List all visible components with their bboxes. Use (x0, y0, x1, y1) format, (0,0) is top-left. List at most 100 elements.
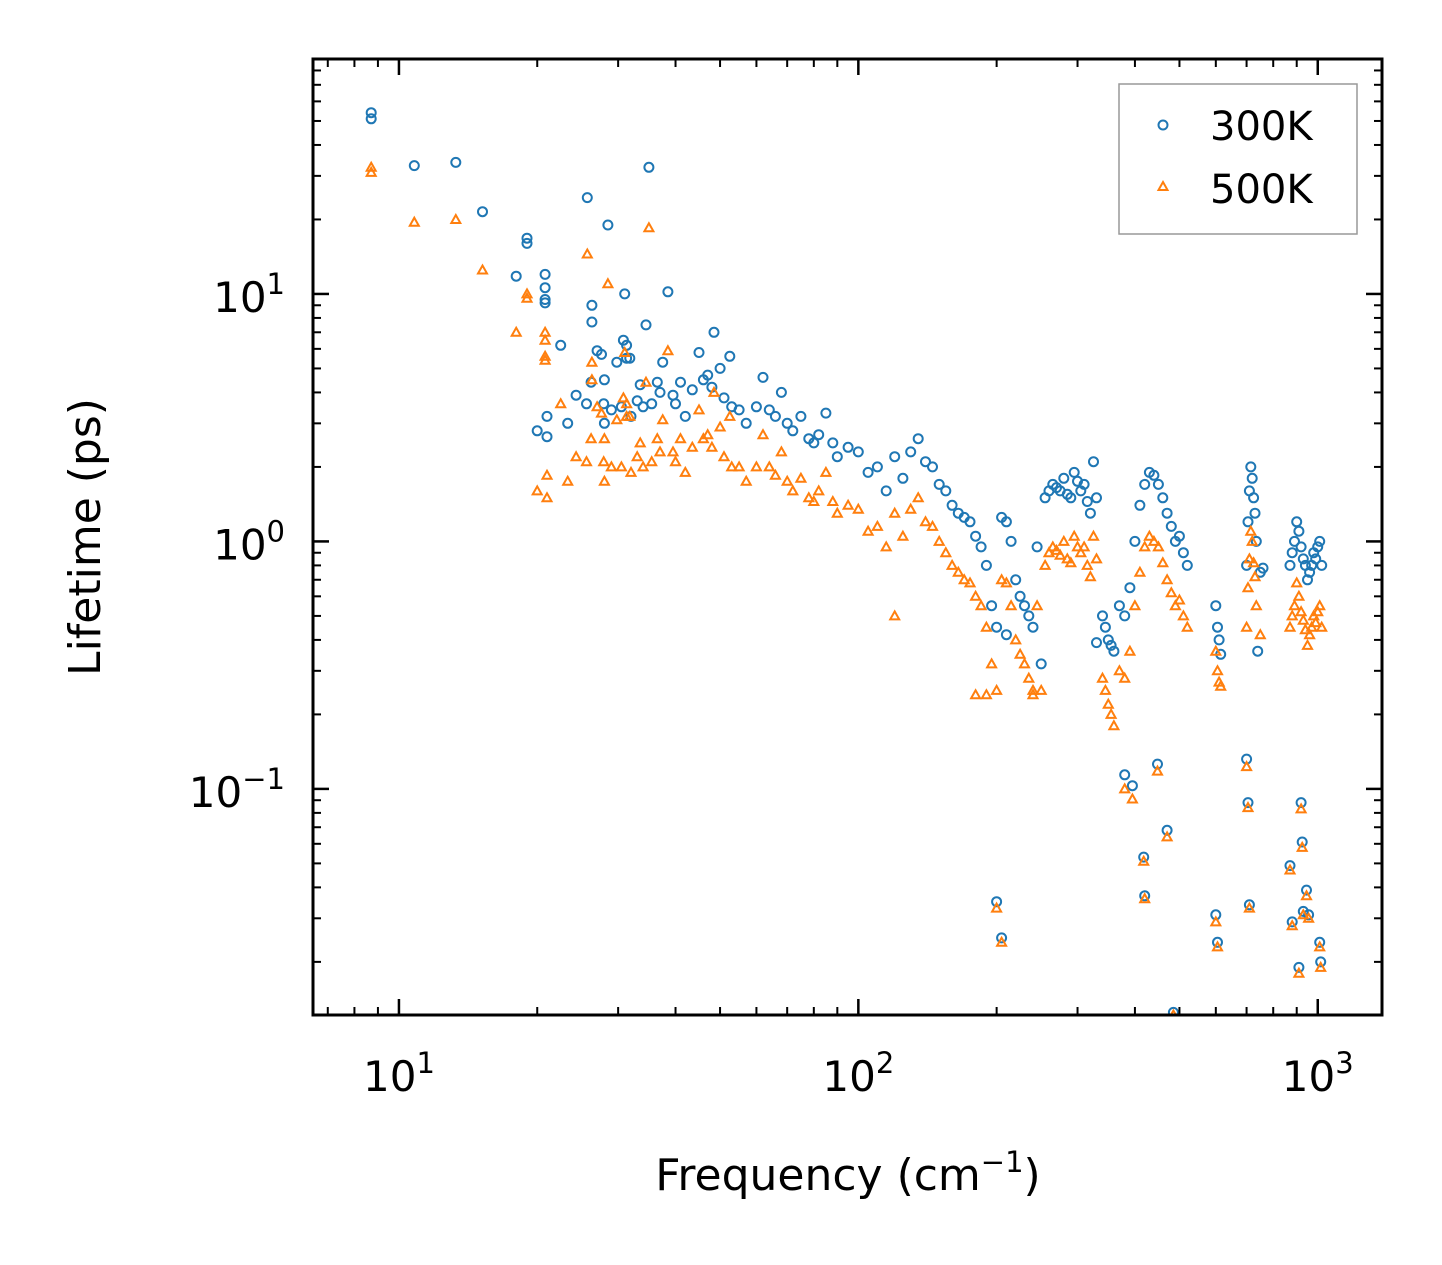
data-point-300k (450, 156, 462, 168)
data-point-300k (897, 472, 909, 484)
data-point-500k (561, 474, 574, 486)
data-point-300k (1065, 492, 1077, 504)
data-point-500k (1042, 546, 1056, 558)
legend-label-500k: 500K (1210, 167, 1314, 213)
data-point-500k (636, 460, 650, 472)
data-point-500k (686, 440, 699, 452)
data-point-500k (904, 502, 917, 514)
data-point-300k (539, 297, 551, 309)
data-point-500k (739, 474, 753, 486)
data-point-500k (911, 491, 925, 503)
data-point-500k (732, 460, 746, 472)
data-point-500k (1303, 628, 1316, 640)
data-point-500k (597, 455, 610, 467)
data-point-500k (540, 491, 554, 503)
data-point-300k (1091, 637, 1102, 649)
data-point-300k (1252, 645, 1264, 657)
y-tick-label-1: 100 (213, 514, 285, 569)
x-tick-labels: 101 102 103 (363, 1046, 1354, 1101)
x-tick-label-1: 102 (822, 1046, 894, 1101)
data-point-300k (975, 541, 987, 553)
data-point-500k (1096, 671, 1109, 683)
data-point-300k (1124, 582, 1136, 594)
data-point-500k (794, 471, 808, 483)
data-point-500k (364, 160, 378, 172)
data-point-300k (970, 530, 982, 542)
data-point-500k (826, 494, 840, 506)
data-point-500k (1099, 683, 1112, 695)
data-point-300k (1316, 559, 1328, 571)
data-point-300k (1212, 936, 1223, 948)
data-point-500k (1243, 552, 1256, 564)
data-point-500k (1018, 657, 1031, 669)
data-point-300k (769, 410, 781, 422)
data-point-300k (640, 319, 652, 331)
data-point-300k (1139, 478, 1151, 490)
data-point-500k (1046, 540, 1060, 552)
data-point-300k (1138, 851, 1150, 863)
data-point-500k (879, 540, 893, 552)
data-point-500k (871, 519, 884, 531)
data-point-500k (1160, 830, 1174, 842)
data-point-300k (1161, 507, 1173, 519)
data-point-300k (1078, 478, 1090, 490)
data-point-300k (831, 451, 843, 463)
data-point-500k (449, 212, 463, 224)
data-point-300k (581, 192, 593, 204)
data-point-300k (586, 316, 598, 328)
data-point-300k (946, 499, 958, 511)
data-point-500k (1169, 599, 1182, 611)
data-point-500k (1247, 556, 1260, 568)
data-point-300k (1010, 574, 1022, 586)
data-point-300k (1088, 456, 1099, 468)
data-point-500k (674, 432, 687, 444)
data-point-300k (1031, 541, 1043, 553)
data-point-500k (1297, 613, 1310, 625)
data-point-500k (1087, 529, 1100, 541)
data-point-500k (932, 534, 946, 546)
data-point-300k (621, 352, 633, 364)
data-point-300k (991, 896, 1003, 908)
data-point-500k (1288, 599, 1301, 611)
data-point-500k (1245, 534, 1259, 546)
data-point-300k (651, 376, 663, 388)
data-point-500k (802, 491, 816, 503)
data-point-500k (584, 432, 598, 444)
data-point-500k (1143, 529, 1156, 541)
data-point-300k (1295, 541, 1307, 553)
data-point-500k (1250, 599, 1263, 611)
data-point-300k (940, 485, 952, 497)
data-point-500k (1077, 540, 1091, 552)
data-point-500k (651, 432, 664, 444)
data-point-300k (510, 270, 522, 282)
data-point-500k (618, 345, 631, 357)
data-point-500k (990, 683, 1003, 695)
data-point-300k (1165, 520, 1177, 532)
data-point-300k (662, 286, 674, 298)
data-point-300k (1119, 610, 1131, 622)
data-point-500k (595, 406, 608, 418)
data-point-300k (912, 433, 924, 445)
data-point-500k (1081, 558, 1094, 570)
data-point-300k (539, 268, 551, 280)
data-point-500k (633, 436, 647, 448)
data-point-500k (1138, 892, 1151, 904)
data-point-500k (617, 391, 630, 403)
data-point-500k (1061, 552, 1074, 564)
data-point-500k (1102, 697, 1115, 709)
data-point-300k (654, 386, 666, 398)
data-point-500k (888, 609, 901, 621)
data-point-300k (813, 429, 825, 441)
data-point-500k (630, 450, 644, 462)
data-point-500k (786, 484, 800, 496)
data-point-500k (364, 165, 378, 177)
data-point-300k (1126, 780, 1138, 792)
data-point-500k (623, 409, 637, 421)
data-point-500k (701, 428, 714, 440)
data-point-500k (1241, 581, 1255, 593)
data-point-300k (708, 326, 720, 338)
data-point-300k (852, 446, 864, 458)
data-point-500k (1254, 628, 1267, 640)
data-point-300k (1129, 535, 1141, 547)
data-point-500k (1313, 599, 1326, 611)
